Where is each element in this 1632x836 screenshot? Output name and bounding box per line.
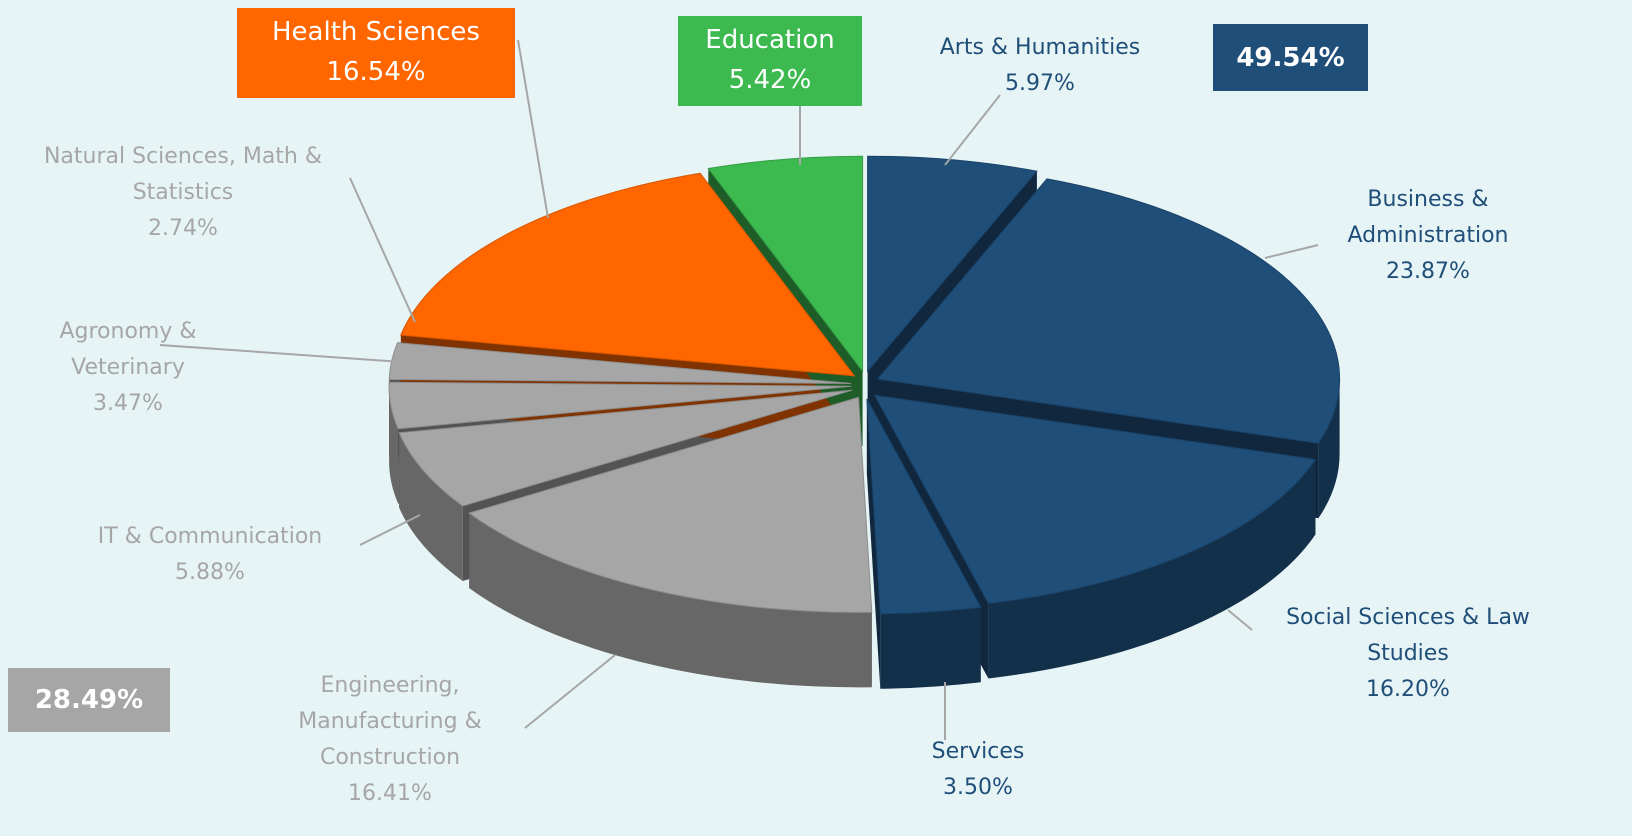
- slice-side: [389, 386, 399, 504]
- slice-side: [988, 459, 1316, 679]
- value-label: 16.41%: [348, 781, 432, 806]
- value-label: 5.42%: [728, 65, 812, 95]
- category-label: Agronomy & Veterinary: [59, 319, 197, 380]
- slice-label: Natural Sciences, Math & Statistics 2.74%: [18, 139, 348, 247]
- category-label: Engineering, Manufacturing & Constructio…: [298, 673, 482, 770]
- slice: [867, 155, 1038, 373]
- value-label: 2.74%: [148, 216, 218, 241]
- slice-label: Social Sciences & Law Studies 16.20%: [1248, 600, 1568, 708]
- group-total: 49.54%: [1213, 24, 1368, 91]
- group-total: 28.49%: [8, 668, 170, 732]
- leader-line: [944, 94, 1001, 166]
- category-label: Social Sciences & Law Studies: [1286, 605, 1530, 666]
- leader-line: [1227, 609, 1253, 631]
- category-label: Natural Sciences, Math & Statistics: [43, 144, 323, 205]
- slice: [468, 396, 873, 613]
- slice-side: [469, 513, 872, 688]
- value-label: 16.20%: [1366, 677, 1450, 702]
- category-label: Business & Administration: [1347, 187, 1509, 248]
- value-label: 23.87%: [1386, 259, 1470, 284]
- leader-line: [524, 654, 616, 729]
- slice: [866, 398, 982, 615]
- value-label: 5.88%: [175, 560, 245, 585]
- slice-wall: [866, 398, 881, 689]
- leader-line: [1264, 244, 1319, 259]
- slice: [873, 394, 1317, 605]
- category-label: Arts & Humanities: [939, 35, 1141, 60]
- category-label: Health Sciences: [272, 17, 480, 47]
- slice: [400, 172, 856, 377]
- value-label: 3.50%: [943, 775, 1013, 800]
- leader-line: [359, 514, 421, 546]
- slice-label: Engineering, Manufacturing & Constructio…: [255, 668, 525, 812]
- category-label: IT & Communication: [97, 524, 323, 549]
- slice: [876, 178, 1341, 444]
- slice: [388, 381, 852, 430]
- slice-label: Services 3.50%: [878, 734, 1078, 806]
- slice-side: [880, 607, 981, 689]
- slice: [707, 155, 864, 373]
- slice: [398, 389, 853, 507]
- value-label: 3.47%: [93, 391, 163, 416]
- category-label: Education: [705, 25, 835, 55]
- slice-label: Agronomy & Veterinary 3.47%: [38, 314, 218, 422]
- leader-line: [349, 177, 416, 323]
- slice-side: [1318, 379, 1340, 519]
- slice-side: [399, 432, 463, 581]
- category-label: Services: [931, 739, 1025, 764]
- label-box: Health Sciences 16.54%: [237, 8, 515, 98]
- slice-label: Business & Administration 23.87%: [1313, 182, 1543, 290]
- leader-line: [517, 39, 549, 219]
- slice-label: IT & Communication 5.88%: [30, 519, 390, 591]
- label-box: Education 5.42%: [678, 16, 862, 106]
- leader-line: [159, 344, 403, 363]
- slice-label: Arts & Humanities 5.97%: [880, 30, 1200, 102]
- value-label: 16.54%: [326, 57, 426, 87]
- value-label: 5.97%: [1005, 71, 1075, 96]
